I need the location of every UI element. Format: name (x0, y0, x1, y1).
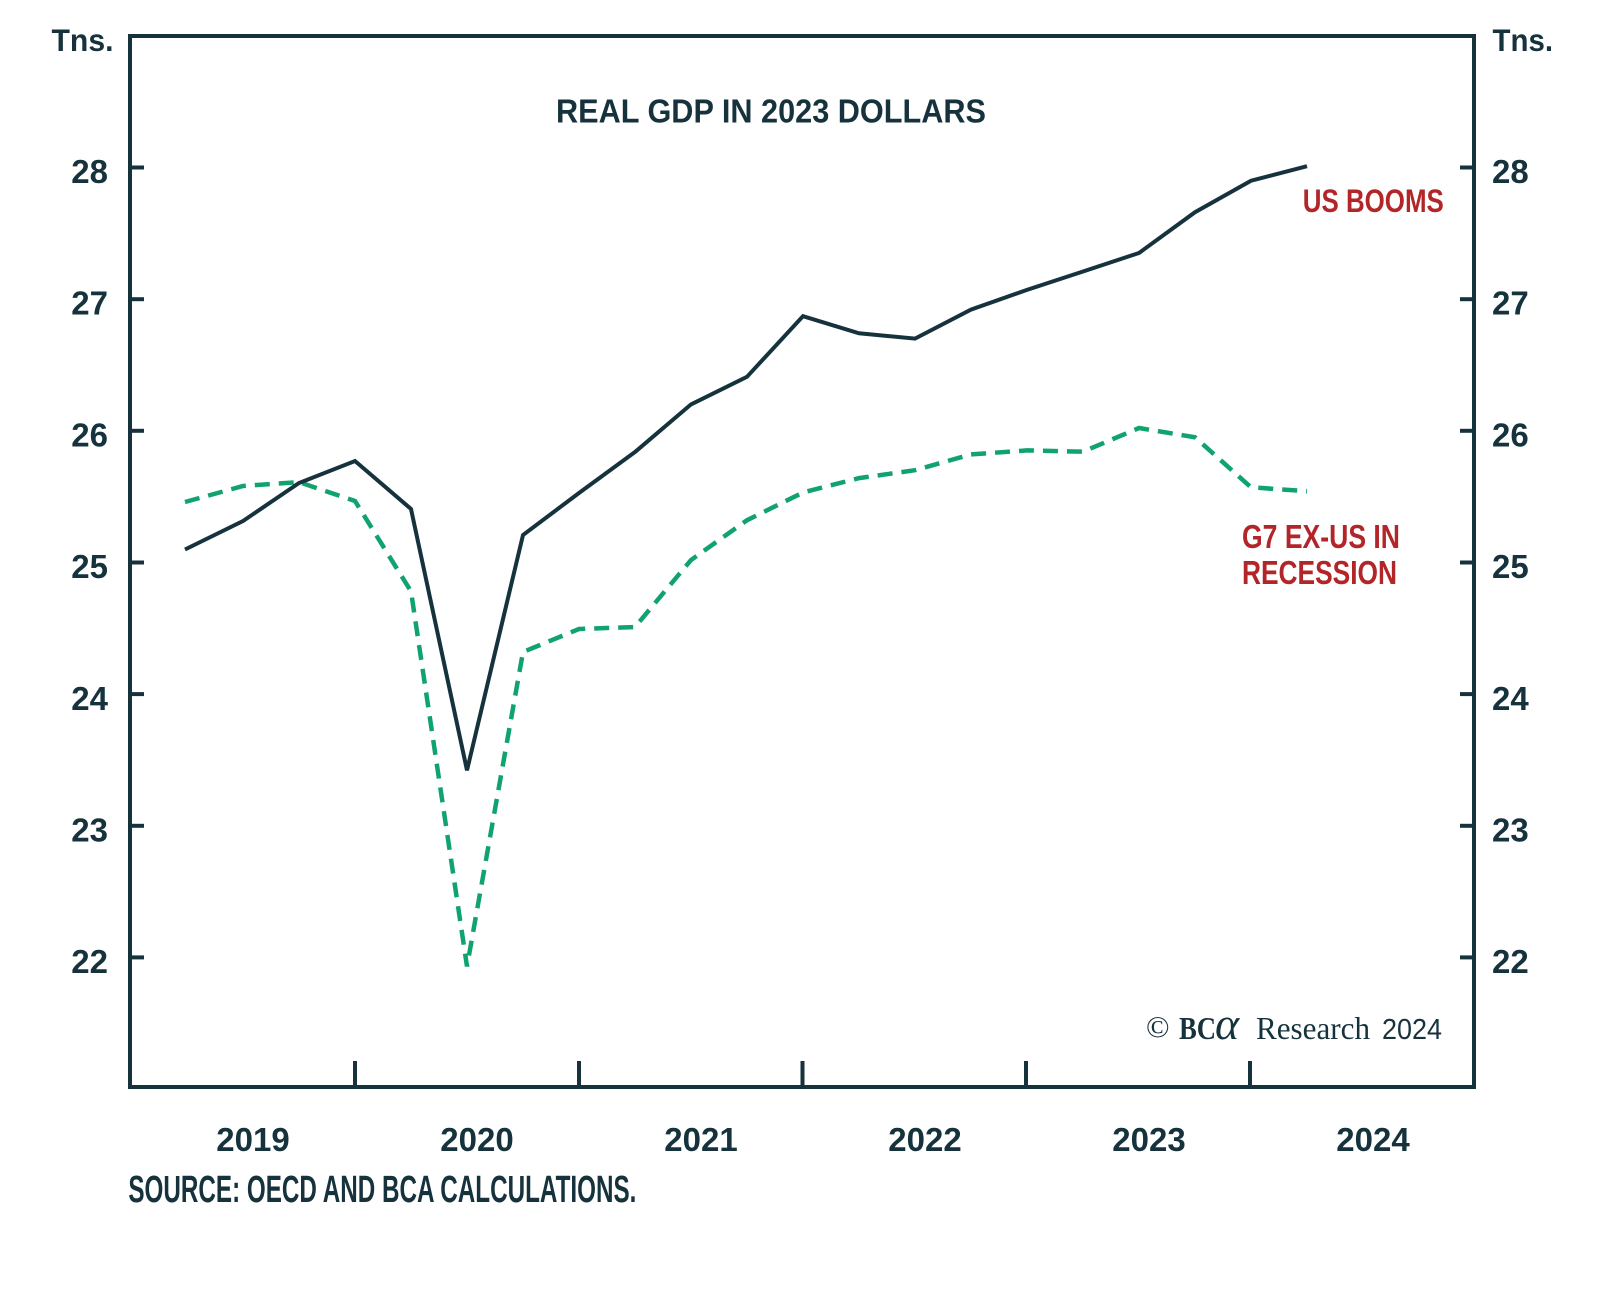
svg-text:26: 26 (1492, 416, 1529, 453)
svg-text:23: 23 (1492, 812, 1529, 849)
svg-text:28: 28 (1492, 153, 1529, 190)
svg-text:23: 23 (71, 812, 108, 849)
svg-text:22: 22 (71, 943, 108, 980)
svg-text:2023: 2023 (1112, 1121, 1185, 1158)
svg-text:2024: 2024 (1382, 1014, 1442, 1046)
svg-text:α: α (1215, 998, 1240, 1049)
svg-text:Research: Research (1256, 1010, 1370, 1046)
svg-text:SOURCE: OECD AND BCA CALCULATI: SOURCE: OECD AND BCA CALCULATIONS. (128, 1169, 636, 1211)
svg-text:RECESSION: RECESSION (1242, 554, 1397, 591)
svg-text:Tns.: Tns. (1493, 22, 1554, 58)
svg-text:25: 25 (1492, 548, 1529, 585)
svg-text:22: 22 (1492, 943, 1529, 980)
svg-text:2019: 2019 (216, 1121, 289, 1158)
svg-text:2022: 2022 (888, 1121, 961, 1158)
svg-text:©: © (1146, 1009, 1170, 1044)
svg-text:24: 24 (71, 680, 108, 717)
svg-text:26: 26 (71, 416, 108, 453)
svg-text:25: 25 (71, 548, 108, 585)
svg-text:REAL GDP IN 2023 DOLLARS: REAL GDP IN 2023 DOLLARS (556, 93, 986, 130)
svg-text:BC: BC (1179, 1010, 1216, 1046)
svg-text:US BOOMS: US BOOMS (1303, 183, 1444, 219)
svg-text:G7 EX-US IN: G7 EX-US IN (1242, 518, 1400, 555)
svg-text:Tns.: Tns. (52, 22, 114, 58)
svg-text:27: 27 (71, 285, 108, 322)
svg-text:24: 24 (1492, 680, 1529, 717)
svg-text:28: 28 (71, 153, 108, 190)
svg-text:2021: 2021 (664, 1121, 737, 1158)
svg-text:27: 27 (1492, 285, 1529, 322)
svg-text:2020: 2020 (440, 1121, 513, 1158)
svg-text:2024: 2024 (1336, 1121, 1410, 1158)
